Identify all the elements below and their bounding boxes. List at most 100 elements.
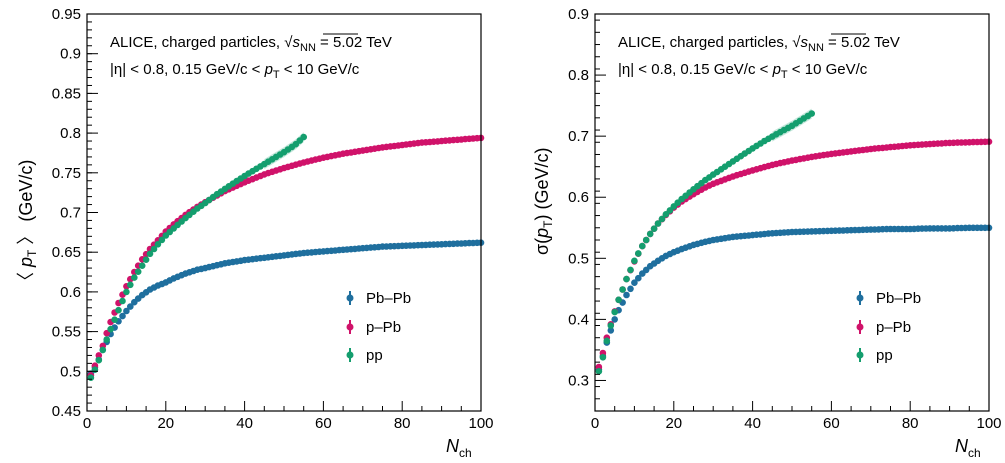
data-point-pp [150,245,158,253]
data-point-pp [623,275,630,283]
data-point-pbpb [635,274,642,282]
data-point-pp [658,215,666,223]
y-tick-label: 0.4 [568,311,589,328]
series-pbpb [87,239,485,378]
y-tick-label: 0.85 [52,85,81,102]
data-point-pbpb [127,303,134,310]
data-point-pp [95,356,103,364]
panel-mean-pt: 0 20 40 60 80 100 0.45 0.5 0.55 0.6 0.65 0.7 0.75 0.8… [16,6,494,460]
data-point-pp [639,242,646,250]
legend-marker-pbpb [856,291,864,305]
data-point-pp [595,368,603,375]
legend-label-pbpb: Pb–Pb [366,290,411,307]
legend-label-ppb: p–Pb [876,319,911,336]
data-point-pp [107,325,114,333]
data-point-pp [611,308,618,316]
x-tick-label: 60 [315,415,332,432]
data-point-pp [650,225,658,232]
panel-sigma-pt-legend: Pb–Pb p–Pb pp [856,290,921,364]
panel-sigma-pt-annotation-line1: ALICE, charged particles, √sNN = 5.02 Te… [618,34,900,54]
legend-label-pbpb: Pb–Pb [876,290,921,307]
x-tick-label: 40 [236,415,253,432]
data-point-pp [142,256,150,264]
data-point-pbpb [631,279,638,287]
data-point-pbpb [607,327,615,334]
legend-marker-ppb [346,320,354,334]
data-point-pp [103,336,110,343]
panel-mean-pt-y-axis-title: 〈 pT 〉 (GeV/c) [16,160,39,290]
data-point-pp [615,296,622,304]
data-point-pp [87,374,95,382]
y-tick-label: 0.3 [568,372,589,389]
data-point-pp [646,230,654,238]
x-tick-label: 20 [665,415,682,432]
data-point-pp [91,366,99,374]
legend-marker-pp [346,348,354,362]
panel-sigma-pt-y-axis-title: σ(pT) (GeV/c) [532,148,555,255]
data-point-pp [631,257,638,265]
data-point-pp [603,337,611,345]
data-point-pp [300,133,308,141]
panel-mean-pt-x-axis-title: Nch [446,436,472,460]
data-point-pp [808,110,815,117]
y-tick-label: 0.45 [52,403,81,420]
data-point-pp [642,236,650,244]
data-point-pp [127,281,134,289]
panel-sigma-pt-axes: 0 20 40 60 80 100 0.3 0.4 0.5 0.6 0.7 0.8 0.9 [568,6,1001,432]
panel-mean-pt-legend: Pb–Pb p–Pb pp [346,290,411,364]
data-point-pp [115,306,122,314]
y-tick-label: 0.75 [52,165,81,182]
y-tick-label: 0.5 [568,250,589,267]
x-tick-label: 40 [744,415,761,432]
y-tick-label: 0.7 [60,205,81,222]
panel-sigma-pt-plot-area [595,108,993,375]
data-point-pp [111,316,118,324]
data-point-pp [619,286,626,293]
legend-label-pp: pp [876,347,893,364]
data-point-pp [131,274,138,281]
x-tick-label: 60 [823,415,840,432]
legend-label-pp: pp [366,347,383,364]
data-point-pp [99,346,107,354]
y-tick-label: 0.55 [52,324,81,341]
y-tick-label: 0.6 [60,284,81,301]
x-tick-label: 20 [157,415,174,432]
data-point-pbpb [623,291,630,299]
panel-mean-pt-plot-area [87,132,485,382]
data-point-pbpb [123,307,130,315]
x-tick-label: 100 [468,415,493,432]
data-point-pp [123,288,130,296]
data-point-pp [154,241,162,248]
legend-marker-pbpb [346,291,354,305]
legend-marker-ppb [856,320,864,334]
data-point-pp [134,268,142,276]
x-tick-label: 0 [83,415,91,432]
y-tick-label: 0.5 [60,363,81,380]
panel-sigma-pt-x-axis-title: Nch [955,436,981,460]
data-point-pbpb [627,285,634,293]
y-tick-label: 0.9 [60,46,81,63]
x-tick-label: 80 [902,415,919,432]
data-point-pp [146,250,154,258]
data-point-pp [158,236,166,244]
y-tick-label: 0.6 [568,189,589,206]
data-point-ppb [95,352,103,359]
panel-mean-pt-annotation-line1: ALICE, charged particles, √sNN = 5.02 Te… [110,34,392,54]
panel-mean-pt-axes: 0 20 40 60 80 100 0.45 0.5 0.55 0.6 0.65 0.7 0.75 0.8… [52,6,494,432]
x-tick-label: 100 [976,415,1001,432]
y-tick-label: 0.65 [52,244,81,261]
y-tick-label: 0.9 [568,6,589,23]
legend-label-ppb: p–Pb [366,319,401,336]
panel-sigma-pt-annotation-line2: |η| < 0.8, 0.15 GeV/c < pT < 10 GeV/c [618,61,868,81]
y-tick-label: 0.8 [60,125,81,142]
series-ppb [595,138,993,371]
data-point-pp [654,220,662,227]
panel-mean-pt-annotation-line2: |η| < 0.8, 0.15 GeV/c < pT < 10 GeV/c [110,61,360,81]
y-tick-label: 0.7 [568,128,589,145]
data-point-pp [138,262,146,270]
y-tick-label: 0.8 [568,67,589,84]
data-point-pp [635,250,642,257]
legend-marker-pp [856,348,864,362]
x-tick-label: 80 [394,415,411,432]
